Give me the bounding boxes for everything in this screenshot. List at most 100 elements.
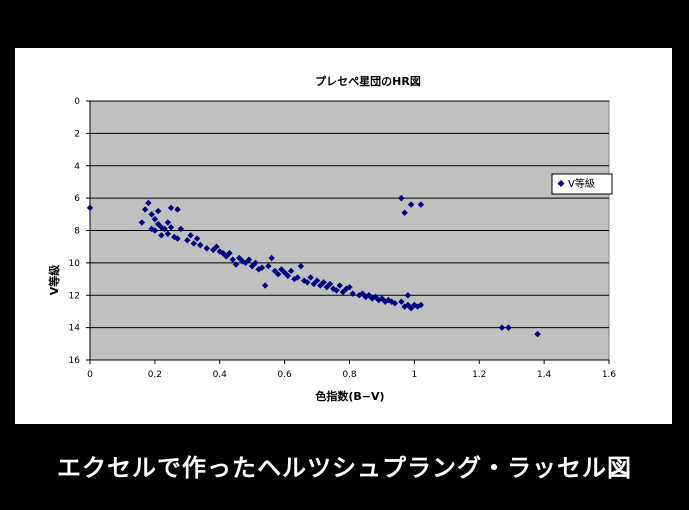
data-point <box>248 262 256 270</box>
data-point <box>391 300 399 307</box>
y-tick-label: 6 <box>74 194 80 204</box>
plot-area: 0 2 4 6 8 10 12 14 16 0 0.2 0.4 0.6 0.8 1 1.2 1.4 1.6 <box>69 97 617 380</box>
data-point <box>161 225 168 233</box>
data-point <box>197 241 204 249</box>
data-point <box>245 256 253 263</box>
x-tick-label: 1.4 <box>537 370 552 380</box>
data-point <box>417 201 425 208</box>
data-point <box>323 283 330 291</box>
data-point <box>174 235 181 242</box>
data-point <box>313 277 321 284</box>
y-tick-label: 12 <box>69 291 80 301</box>
data-point <box>232 261 240 268</box>
chart-panel: プレセペ星団のHR図 V等級 色指数(B−V) 0 2 4 6 8 10 12 14 16 0 0.… <box>15 48 672 424</box>
data-point <box>148 211 155 218</box>
data-point <box>229 256 236 263</box>
data-point <box>310 280 318 288</box>
data-point <box>401 209 408 216</box>
data-point <box>294 274 301 281</box>
y-tick-label: 4 <box>74 162 80 172</box>
data-point <box>274 271 282 278</box>
data-point <box>333 287 340 294</box>
data-point <box>86 204 94 212</box>
chart-title: プレセペ星団のHR図 <box>315 74 421 88</box>
data-point <box>284 272 292 280</box>
data-point <box>213 243 220 250</box>
x-tick-label: 0.6 <box>277 370 292 380</box>
data-point <box>226 249 233 257</box>
data-point <box>297 262 305 270</box>
data-point <box>145 199 152 207</box>
y-tick-label: 16 <box>69 356 81 366</box>
legend-label: V等級 <box>568 177 595 190</box>
data-point <box>378 295 386 302</box>
x-tick-label: 0.4 <box>213 370 228 380</box>
data-point <box>174 206 181 213</box>
data-point <box>184 237 191 244</box>
data-point <box>252 259 259 267</box>
data-point <box>359 290 366 297</box>
x-tick-label: 0.2 <box>148 370 162 380</box>
x-axis-label: 色指数(B−V) <box>315 389 384 403</box>
data-point <box>187 232 194 239</box>
data-point <box>281 269 288 276</box>
y-tick-label: 10 <box>69 259 81 269</box>
y-tick-label: 14 <box>69 324 81 334</box>
y-axis-label: V等級 <box>47 265 61 296</box>
data-point <box>339 288 347 296</box>
hr-diagram-chart: プレセペ星団のHR図 V等級 色指数(B−V) 0 2 4 6 8 10 12 14 16 0 0.… <box>47 74 617 403</box>
data-point <box>268 254 275 262</box>
data-point <box>258 264 266 271</box>
data-point <box>372 293 379 301</box>
data-point <box>261 282 269 289</box>
y-tick-label: 0 <box>74 97 80 107</box>
data-point <box>346 283 353 291</box>
data-point <box>242 259 249 267</box>
x-tick-label: 1 <box>412 370 418 380</box>
data-point <box>287 267 295 275</box>
x-tick-label: 0.8 <box>342 370 357 380</box>
x-tick-label: 1.2 <box>472 370 486 380</box>
data-point <box>398 298 405 305</box>
data-point <box>167 204 175 212</box>
y-tick-label: 2 <box>74 129 80 139</box>
data-point <box>278 266 285 273</box>
data-point <box>141 206 149 213</box>
data-point <box>365 292 373 299</box>
data-point <box>417 301 425 309</box>
data-point <box>320 279 327 286</box>
data-point <box>407 305 415 312</box>
data-point <box>336 282 343 289</box>
data-point <box>505 324 512 331</box>
x-tick-label: 1.6 <box>602 370 617 380</box>
data-point <box>271 267 279 275</box>
data-point <box>154 220 162 228</box>
data-point <box>219 249 227 257</box>
data-point <box>138 219 146 226</box>
data-point <box>223 253 230 260</box>
data-point <box>177 225 185 233</box>
data-point <box>151 227 159 234</box>
data-point <box>317 282 324 289</box>
data-point <box>164 230 172 237</box>
data-point <box>307 274 314 281</box>
data-point <box>164 219 172 226</box>
data-point <box>167 224 175 231</box>
data-point <box>326 280 334 288</box>
legend: V等級 <box>551 173 613 195</box>
x-tick-label: 0 <box>87 370 93 380</box>
legend-marker <box>557 180 565 187</box>
caption-text: エクセルで作ったヘルツシュプラング・ラッセル図 <box>57 454 632 482</box>
data-point <box>210 246 217 254</box>
data-point <box>404 301 412 309</box>
data-point <box>404 292 412 299</box>
data-point <box>349 290 356 297</box>
y-tick-label: 8 <box>74 227 80 237</box>
data-point <box>304 279 311 286</box>
data-point <box>158 232 165 239</box>
data-point <box>534 330 541 338</box>
data-point <box>398 194 405 202</box>
data-point <box>190 240 197 247</box>
data-point <box>203 245 210 252</box>
data-point <box>265 262 272 270</box>
